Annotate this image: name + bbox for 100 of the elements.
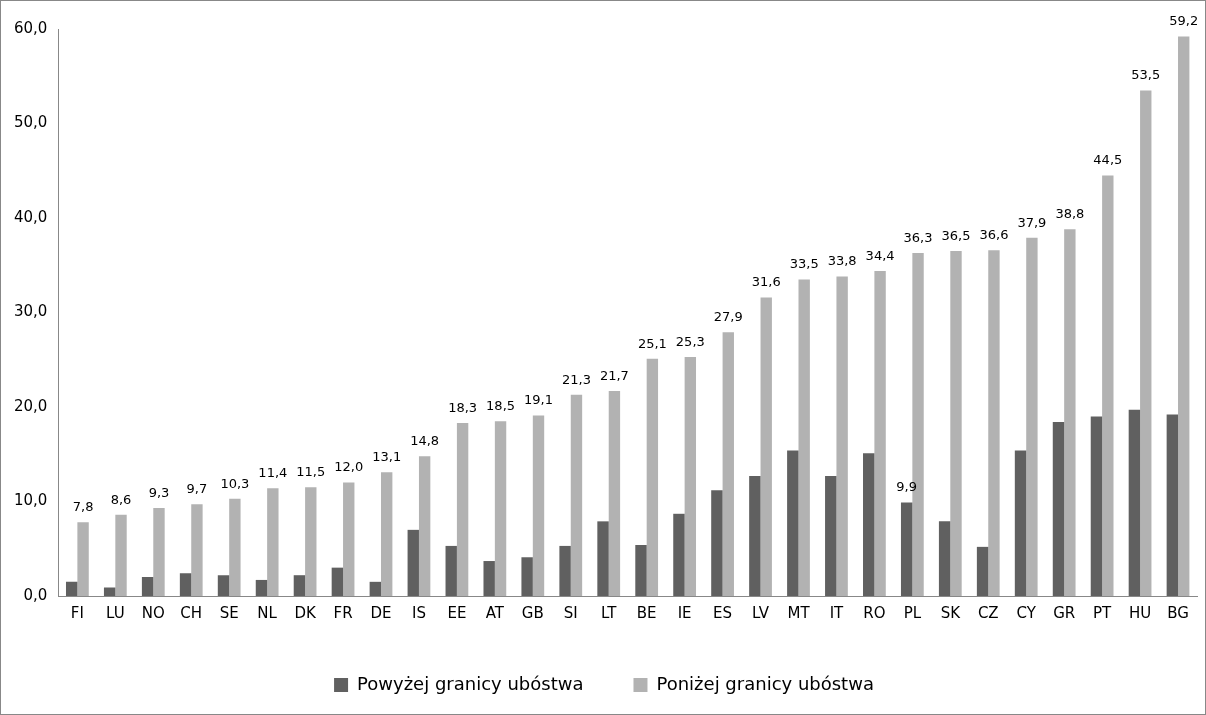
data-label: 9,9 <box>896 479 917 495</box>
bar <box>1064 229 1076 596</box>
x-tick-label: FI <box>70 603 84 622</box>
bar <box>1052 422 1065 596</box>
bar <box>684 356 697 596</box>
data-label: 25,3 <box>675 333 705 349</box>
x-tick-label: EE <box>447 603 467 622</box>
bar <box>343 482 355 596</box>
bar <box>1140 90 1152 596</box>
bar <box>381 472 393 596</box>
x-tick-label: LV <box>752 603 770 622</box>
data-label: 12,0 <box>334 459 364 475</box>
y-tick-label: 20,0 <box>13 396 48 415</box>
data-label: 14,8 <box>410 433 440 449</box>
x-tick-label: CY <box>1016 603 1037 622</box>
data-label: 11,5 <box>296 464 326 480</box>
bar <box>1166 414 1179 596</box>
bar <box>369 581 381 596</box>
x-tick-label: IS <box>411 603 426 622</box>
y-tick-label: 50,0 <box>13 113 48 132</box>
legend-label: Poniżej granicy ubóstwa <box>656 672 874 694</box>
x-tick-label: NO <box>141 603 165 622</box>
x-tick-label: CH <box>180 603 203 622</box>
bar <box>863 453 875 596</box>
bar <box>1178 36 1190 596</box>
bar <box>445 545 457 596</box>
x-tick-label: DK <box>294 603 317 622</box>
x-tick-label: LU <box>106 603 125 622</box>
data-label: 53,5 <box>1131 67 1161 83</box>
x-tick-label: IT <box>829 603 845 622</box>
data-label: 11,4 <box>258 465 288 481</box>
bar <box>1014 450 1027 596</box>
bar <box>749 475 761 596</box>
y-tick-label: 10,0 <box>13 491 48 510</box>
bar <box>938 521 951 596</box>
data-label: 31,6 <box>751 274 781 290</box>
data-label: 9,3 <box>148 484 170 500</box>
data-label: 59,2 <box>1169 13 1199 29</box>
data-label: 25,1 <box>637 335 667 351</box>
bar <box>1026 237 1038 596</box>
bar <box>597 521 609 596</box>
bar <box>787 450 799 596</box>
legend-label: Powyżej granicy ubóstwa <box>357 672 584 694</box>
x-tick-label: AT <box>485 603 505 622</box>
x-tick-label: CZ <box>977 603 999 622</box>
bar <box>825 475 837 596</box>
data-label: 18,3 <box>448 399 478 415</box>
y-tick-label: 0,0 <box>23 585 48 604</box>
data-label: 13,1 <box>372 449 402 465</box>
x-tick-label: GB <box>521 603 544 622</box>
bar <box>217 575 230 596</box>
bar <box>483 561 495 596</box>
data-label: 10,3 <box>220 475 250 491</box>
x-tick-label: BE <box>636 603 657 622</box>
bar <box>711 490 723 596</box>
bar <box>1128 409 1141 596</box>
data-label: 21,3 <box>561 371 591 387</box>
bar <box>456 423 469 596</box>
bar <box>532 415 545 596</box>
x-tick-label: BG <box>1167 603 1189 622</box>
bar <box>976 546 989 596</box>
bar <box>1102 175 1114 596</box>
x-tick-label: RO <box>863 603 886 622</box>
x-tick-label: SI <box>563 603 578 622</box>
bar <box>179 573 192 596</box>
data-label: 37,9 <box>1017 214 1047 230</box>
data-label: 34,4 <box>865 247 895 263</box>
x-tick-label: SE <box>219 603 239 622</box>
bar <box>103 587 116 596</box>
bar <box>521 557 533 596</box>
bar <box>988 250 1000 596</box>
data-label: 8,6 <box>110 491 132 507</box>
bar <box>267 488 279 596</box>
bar <box>418 456 431 596</box>
bar <box>646 358 659 596</box>
bar <box>874 270 886 596</box>
x-tick-label: MT <box>787 603 811 622</box>
x-tick-label: PL <box>903 603 922 622</box>
data-label: 7,8 <box>72 499 94 515</box>
data-label: 36,5 <box>941 227 971 243</box>
data-label: 19,1 <box>524 392 553 408</box>
data-label: 33,8 <box>827 253 857 269</box>
bar <box>635 544 647 596</box>
bar <box>141 577 154 596</box>
x-tick-label: DE <box>370 603 392 622</box>
bar <box>229 498 241 596</box>
bar <box>836 276 848 596</box>
y-tick-label: 40,0 <box>13 207 48 226</box>
y-tick-label: 30,0 <box>13 302 48 321</box>
x-tick-label: LT <box>600 603 618 622</box>
y-tick-label: 60,0 <box>13 18 48 37</box>
bar <box>255 579 268 596</box>
bar <box>153 508 165 596</box>
bar <box>673 513 685 596</box>
bar <box>722 332 734 596</box>
x-tick-label: PT <box>1093 603 1113 622</box>
x-tick-label: IE <box>677 603 692 622</box>
data-label: 36,6 <box>979 227 1009 243</box>
x-tick-label: SK <box>940 603 962 622</box>
x-tick-label: NL <box>257 603 278 622</box>
